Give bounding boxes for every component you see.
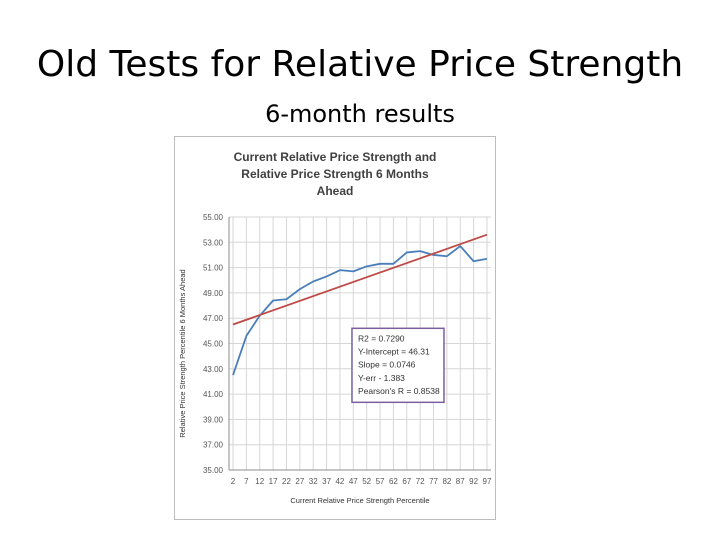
y-tick-label: 39.00 — [203, 415, 224, 424]
chart-svg: Current Relative Price Strength and Relat… — [178, 150, 492, 505]
x-tick-label: 2 — [231, 477, 236, 486]
series-line-trend — [232, 233, 488, 326]
x-tick-label: 22 — [282, 477, 291, 486]
y-tick-label: 49.00 — [203, 289, 224, 298]
x-axis-label: Current Relative Price Strength Percenti… — [290, 496, 429, 505]
x-tick-label: 92 — [469, 477, 478, 486]
y-axis-label: Relative Price Strength Percentile 6 Mon… — [178, 269, 187, 437]
y-tick-label: 55.00 — [203, 213, 224, 222]
stats-line: Y-err - 1.383 — [358, 373, 405, 383]
x-tick-label: 87 — [456, 477, 465, 486]
x-tick-label: 72 — [416, 477, 425, 486]
y-tick-label: 53.00 — [203, 238, 224, 247]
x-tick-label: 57 — [376, 477, 385, 486]
y-tick-label: 47.00 — [203, 314, 224, 323]
stats-line: Y-Intercept = 46.31 — [358, 347, 430, 357]
series-line-data — [232, 245, 488, 376]
y-tick-label: 43.00 — [203, 365, 224, 374]
y-tick-label: 51.00 — [203, 264, 224, 273]
x-tick-label: 97 — [483, 477, 492, 486]
x-tick-label: 32 — [309, 477, 318, 486]
y-tick-label: 35.00 — [203, 466, 224, 475]
y-tick-label: 37.00 — [203, 441, 224, 450]
stats-box — [351, 327, 445, 404]
x-tick-label: 7 — [244, 477, 249, 486]
x-tick-label: 17 — [269, 477, 278, 486]
x-tick-label: 27 — [295, 477, 304, 486]
x-tick-label: 47 — [349, 477, 358, 486]
slide-subtitle: 6-month results — [265, 100, 455, 128]
stats-line: Slope = 0.0746 — [358, 360, 416, 370]
x-tick-label: 62 — [389, 477, 398, 486]
x-tick-label: 77 — [429, 477, 438, 486]
x-tick-label: 42 — [335, 477, 344, 486]
x-tick-label: 12 — [255, 477, 264, 486]
stats-line: Pearson's R = 0.8538 — [358, 386, 440, 396]
x-tick-label: 82 — [442, 477, 451, 486]
x-tick-label: 67 — [402, 477, 411, 486]
chart-title-line: Relative Price Strength 6 Months — [241, 167, 429, 181]
x-tick-label: 52 — [362, 477, 371, 486]
y-tick-label: 41.00 — [203, 390, 224, 399]
y-tick-label: 45.00 — [203, 340, 224, 349]
chart-title-line: Current Relative Price Strength and — [234, 150, 437, 164]
stats-line: R2 = 0.7290 — [358, 333, 405, 343]
slide-title: Old Tests for Relative Price Strength — [36, 44, 684, 85]
chart-title-line: Ahead — [317, 184, 354, 198]
x-tick-label: 37 — [322, 477, 331, 486]
chart-frame: Current Relative Price Strength and Relat… — [174, 136, 496, 520]
